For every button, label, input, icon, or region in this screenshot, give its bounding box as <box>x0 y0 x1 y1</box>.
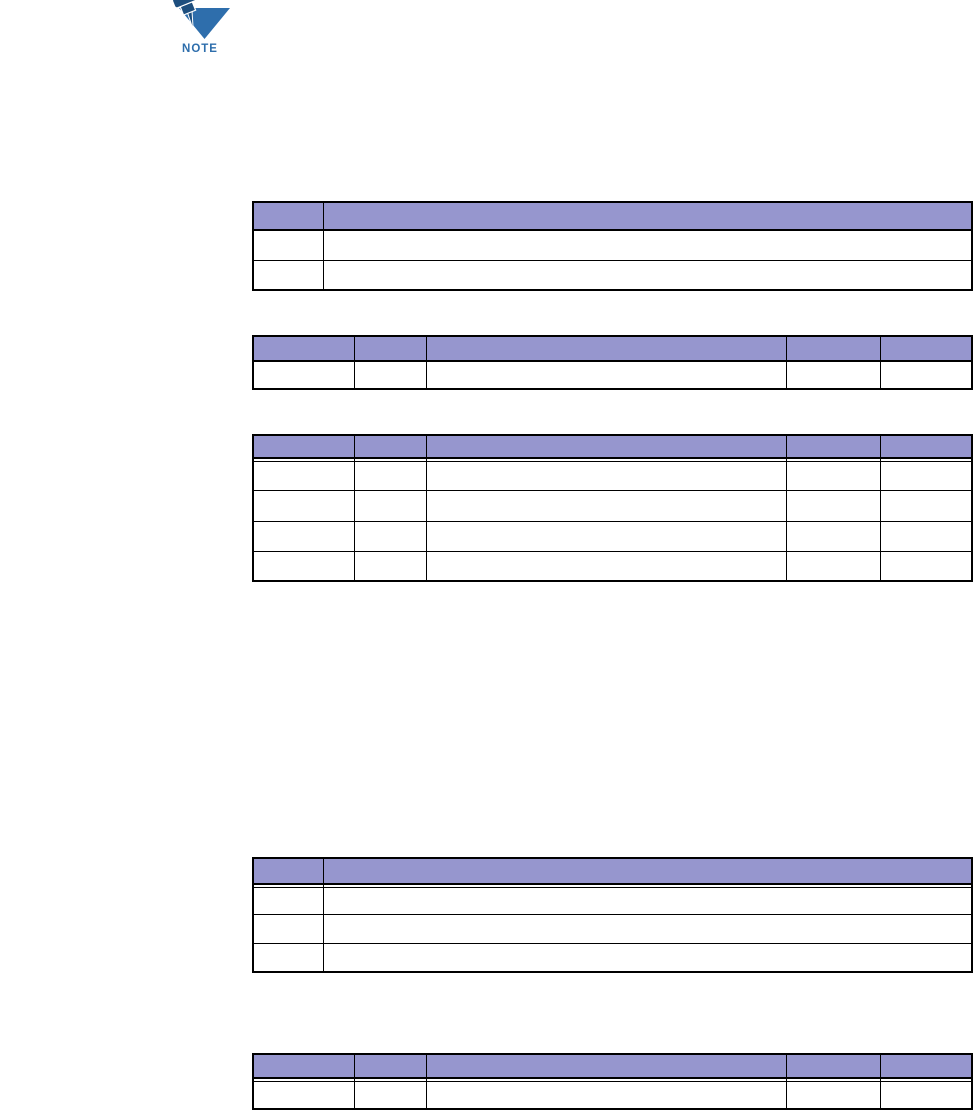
table-cell <box>785 1080 881 1110</box>
table-cell <box>353 460 427 491</box>
table-header-cell <box>353 335 427 362</box>
table-cell <box>252 886 324 915</box>
table-cell <box>252 259 324 291</box>
table-header-row <box>252 857 973 885</box>
table-cell <box>879 550 973 582</box>
table-cell <box>879 460 973 491</box>
header-separator-row <box>252 457 973 462</box>
table-header-cell <box>425 335 787 362</box>
table-row <box>252 1080 973 1110</box>
table-cell <box>785 489 881 522</box>
table-row <box>252 229 973 261</box>
table-row <box>252 460 973 491</box>
table-3 <box>252 434 973 582</box>
table-cell <box>879 489 973 522</box>
table-cell <box>425 460 787 491</box>
table-header-cell <box>252 201 324 231</box>
pushpin-icon <box>171 0 198 30</box>
table-cell <box>252 229 324 261</box>
table-header-cell <box>252 857 324 885</box>
table-cell <box>879 360 973 390</box>
table-row <box>252 886 973 915</box>
table-1 <box>252 201 973 291</box>
table-cell <box>785 520 881 552</box>
table-cell <box>425 489 787 522</box>
note-marker: NOTE <box>168 0 232 58</box>
table-cell <box>252 913 324 944</box>
table-header-row <box>252 1053 973 1079</box>
table-cell <box>252 550 355 582</box>
table-cell <box>252 460 355 491</box>
table-row <box>252 942 973 973</box>
table-header-cell <box>879 335 973 362</box>
table-cell <box>353 520 427 552</box>
table-cell <box>252 360 355 390</box>
table-header-cell <box>353 1053 427 1079</box>
table-5 <box>252 1053 973 1110</box>
table-cell <box>322 229 973 261</box>
table-cell <box>353 489 427 522</box>
table-cell <box>879 1080 973 1110</box>
table-cell <box>322 886 973 915</box>
table-header-cell <box>785 434 881 459</box>
table-cell <box>879 520 973 552</box>
table-header-cell <box>425 1053 787 1079</box>
table-cell <box>252 489 355 522</box>
table-cell <box>353 1080 427 1110</box>
table-header-cell <box>252 1053 355 1079</box>
table-header-row <box>252 434 973 459</box>
table-cell <box>353 360 427 390</box>
table-row <box>252 913 973 944</box>
pushpin-note-icon <box>171 0 230 39</box>
table-row <box>252 360 973 390</box>
table-cell <box>785 360 881 390</box>
table-header-cell <box>322 201 973 231</box>
table-header-cell <box>322 857 973 885</box>
table-cell <box>322 913 973 944</box>
table-cell <box>252 942 324 973</box>
table-row <box>252 259 973 291</box>
table-cell <box>785 550 881 582</box>
table-header-cell <box>785 1053 881 1079</box>
table-header-cell <box>879 434 973 459</box>
table-row <box>252 520 973 552</box>
table-cell <box>425 360 787 390</box>
table-header-cell <box>879 1053 973 1079</box>
table-header-cell <box>252 335 355 362</box>
table-cell <box>425 520 787 552</box>
table-2 <box>252 335 973 390</box>
table-cell <box>425 550 787 582</box>
table-row <box>252 550 973 582</box>
table-4 <box>252 857 973 973</box>
table-cell <box>425 1080 787 1110</box>
table-header-cell <box>252 434 355 459</box>
table-cell <box>322 259 973 291</box>
table-cell <box>322 942 973 973</box>
note-label: NOTE <box>182 43 218 55</box>
table-cell <box>252 520 355 552</box>
table-header-row <box>252 335 973 362</box>
table-cell <box>785 460 881 491</box>
table-row <box>252 489 973 522</box>
table-header-cell <box>353 434 427 459</box>
table-header-cell <box>785 335 881 362</box>
table-header-row <box>252 201 973 231</box>
table-cell <box>353 550 427 582</box>
table-header-cell <box>425 434 787 459</box>
table-cell <box>252 1080 355 1110</box>
